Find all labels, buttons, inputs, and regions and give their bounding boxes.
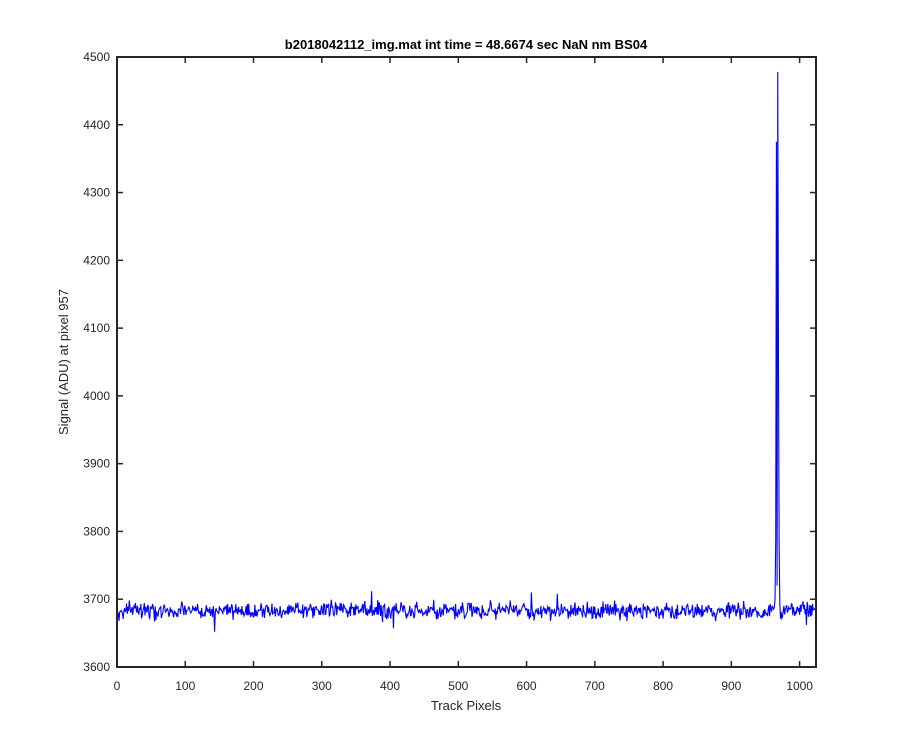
x-tick-label: 100 bbox=[175, 679, 195, 693]
data-layer bbox=[117, 71, 817, 632]
x-tick-label: 0 bbox=[114, 679, 121, 693]
y-tick-label: 3900 bbox=[83, 457, 110, 471]
x-tick-label: 700 bbox=[585, 679, 605, 693]
plot-area bbox=[117, 57, 816, 667]
x-tick-label: 500 bbox=[448, 679, 468, 693]
x-tick-label: 600 bbox=[517, 679, 537, 693]
y-tick-label: 4500 bbox=[83, 50, 110, 64]
y-tick-label: 4200 bbox=[83, 253, 110, 267]
y-tick-label: 4300 bbox=[83, 186, 110, 200]
x-tick-label: 1000 bbox=[786, 679, 813, 693]
x-tick-label: 300 bbox=[312, 679, 332, 693]
y-tick-label: 3600 bbox=[83, 660, 110, 674]
y-tick-label: 3700 bbox=[83, 592, 110, 606]
y-tick-label: 3800 bbox=[83, 524, 110, 538]
plot-background bbox=[117, 57, 816, 667]
chart-title: b2018042112_img.mat int time = 48.6674 s… bbox=[285, 37, 648, 52]
x-tick-label: 200 bbox=[244, 679, 264, 693]
x-tick-label: 800 bbox=[653, 679, 673, 693]
y-tick-label: 4000 bbox=[83, 389, 110, 403]
x-tick-label: 900 bbox=[721, 679, 741, 693]
series-line bbox=[117, 71, 817, 632]
x-axis-label: Track Pixels bbox=[431, 698, 502, 713]
axes-box bbox=[116, 56, 817, 668]
x-tick-label: 400 bbox=[380, 679, 400, 693]
y-tick-label: 4400 bbox=[83, 118, 110, 132]
axes-layer: 0 100 200 300 400 500 600 700 800 900 1000 3600 3700… bbox=[83, 50, 817, 693]
y-tick-label: 4100 bbox=[83, 321, 110, 335]
y-axis-label: Signal (ADU) at pixel 957 bbox=[56, 289, 71, 435]
